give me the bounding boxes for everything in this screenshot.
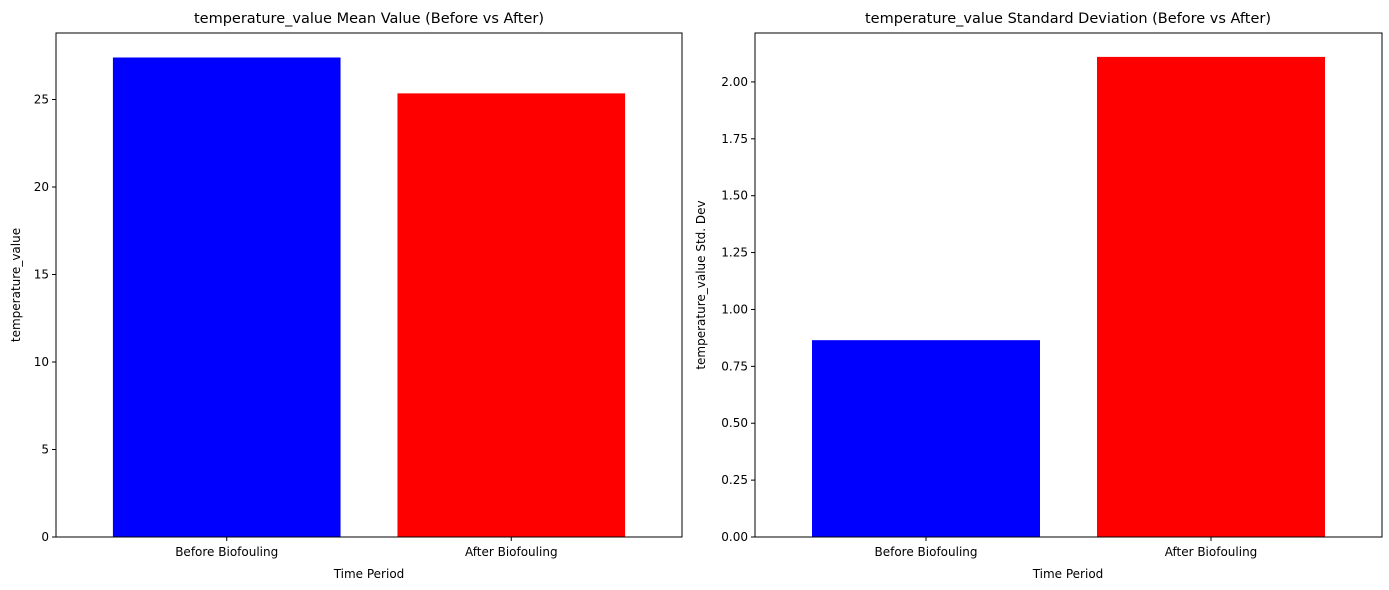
y-tick-label: 1.00 — [721, 302, 748, 316]
axes-frame — [754, 32, 1383, 538]
y-tick-label: 0.25 — [721, 473, 748, 487]
y-axis-label: temperature_value — [9, 228, 23, 342]
chart-title: temperature_value Mean Value (Before vs … — [194, 11, 544, 27]
y-tick-label: 0.50 — [721, 416, 748, 430]
bar-after-biofouling — [1097, 56, 1325, 537]
std-dev-chart: temperature_value Standard Deviation (Be… — [694, 11, 1383, 581]
y-tick-label: 1.25 — [721, 246, 748, 260]
y-tick-label: 1.75 — [721, 132, 748, 146]
x-tick-label: Before Biofouling — [175, 545, 278, 559]
bar-after-biofouling — [397, 93, 626, 537]
x-axis-label: Time Period — [1032, 567, 1104, 581]
bar-before-biofouling — [112, 57, 341, 537]
y-tick-label: 25 — [34, 93, 49, 107]
chart-title: temperature_value Standard Deviation (Be… — [865, 11, 1271, 27]
y-tick-label: 15 — [34, 268, 49, 282]
y-tick-label: 1.50 — [721, 189, 748, 203]
x-tick-label: After Biofouling — [1165, 545, 1258, 559]
y-tick-label: 5 — [41, 443, 49, 457]
bar-before-biofouling — [812, 340, 1040, 537]
y-tick-label: 0 — [41, 530, 49, 544]
y-tick-label: 10 — [34, 355, 49, 369]
y-tick-label: 0.75 — [721, 359, 748, 373]
x-tick-label: After Biofouling — [465, 545, 558, 559]
x-axis-label: Time Period — [333, 567, 405, 581]
y-axis-label: temperature_value Std. Dev — [694, 200, 708, 369]
y-tick-label: 20 — [34, 180, 49, 194]
y-tick-label: 2.00 — [721, 75, 748, 89]
axes-frame — [55, 32, 683, 538]
x-tick-label: Before Biofouling — [874, 545, 977, 559]
mean-value-chart: temperature_value Mean Value (Before vs … — [9, 11, 683, 581]
y-tick-label: 0.00 — [721, 530, 748, 544]
